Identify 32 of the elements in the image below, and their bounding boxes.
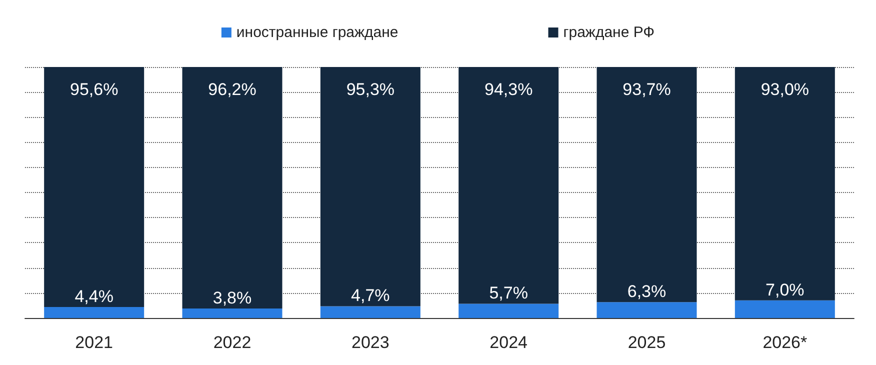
- data-label: 4,4%: [74, 286, 114, 306]
- data-label: 94,3%: [484, 80, 533, 99]
- legend-label: граждане РФ: [563, 24, 655, 41]
- bar: [734, 67, 835, 300]
- bar: [596, 67, 697, 302]
- x-tick-label: 2023: [352, 333, 390, 352]
- data-label: 3,8%: [212, 288, 252, 308]
- data-label: 4,7%: [351, 286, 390, 306]
- bar: [596, 302, 697, 318]
- x-tick-label: 2025: [628, 333, 666, 352]
- bar: [458, 67, 559, 304]
- x-tick-label: 2024: [490, 333, 528, 352]
- bar: [320, 306, 420, 318]
- bar: [182, 308, 282, 318]
- x-tick-label: 2022: [213, 333, 252, 352]
- x-tick-label: 2026*: [762, 333, 808, 352]
- legend-label: иностранные граждане: [236, 24, 398, 41]
- bar: [458, 304, 559, 318]
- bar: [182, 67, 282, 308]
- data-label: 96,2%: [208, 80, 256, 99]
- data-label: 93,0%: [760, 80, 810, 99]
- bar: [320, 67, 420, 306]
- bar: [734, 300, 835, 318]
- bar: [44, 306, 144, 318]
- data-label: 5,7%: [489, 284, 528, 303]
- data-label: 93,7%: [622, 80, 671, 99]
- data-label: 7,0%: [766, 280, 804, 300]
- x-tick-label: 2021: [75, 333, 113, 352]
- bar: [44, 67, 144, 307]
- data-label: 95,3%: [346, 80, 395, 99]
- data-label: 6,3%: [627, 282, 666, 302]
- data-label: 95,6%: [70, 80, 118, 99]
